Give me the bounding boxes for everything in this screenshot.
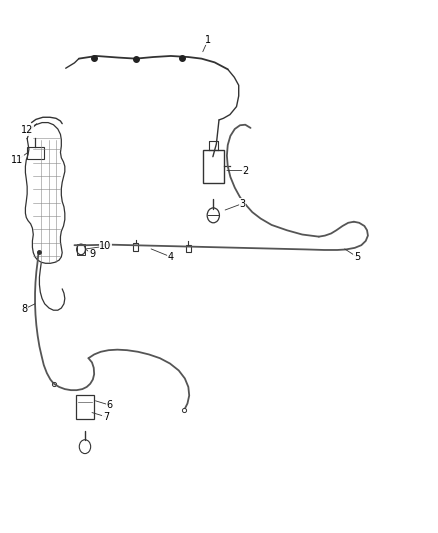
Text: 2: 2 <box>242 166 248 175</box>
Bar <box>203 150 224 183</box>
Text: 11: 11 <box>11 155 24 165</box>
Text: 5: 5 <box>354 252 360 262</box>
Bar <box>77 244 85 255</box>
Text: 6: 6 <box>106 400 113 410</box>
Bar <box>76 394 94 419</box>
Text: 4: 4 <box>168 252 174 262</box>
Bar <box>27 147 44 159</box>
Text: 9: 9 <box>89 249 95 259</box>
Bar <box>186 245 191 252</box>
Text: 8: 8 <box>21 304 27 314</box>
Text: 10: 10 <box>99 241 111 251</box>
Text: 12: 12 <box>21 125 34 135</box>
Text: 7: 7 <box>103 412 109 422</box>
Text: 3: 3 <box>239 199 245 208</box>
Text: 1: 1 <box>205 35 211 45</box>
Bar <box>133 244 138 251</box>
